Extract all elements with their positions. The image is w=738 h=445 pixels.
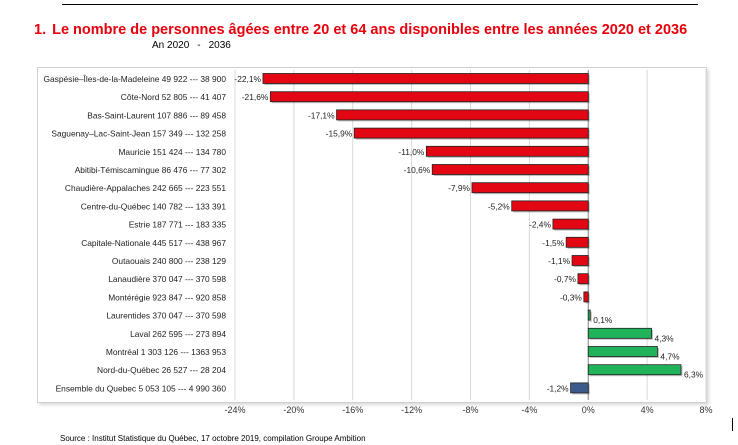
value-label: 6,3% <box>684 370 704 380</box>
text-cursor <box>732 418 733 431</box>
x-tick-label: 0% <box>582 405 595 415</box>
value-label: -11,0% <box>398 147 424 157</box>
category-label: Nord-du-Québec 26 527 --- 28 204 <box>97 365 226 375</box>
bar <box>336 109 589 121</box>
category-label: Lanaudière 370 047 --- 370 598 <box>108 274 226 284</box>
category-label: Saguenay–Lac-Saint-Jean 157 349 --- 132 … <box>51 129 226 139</box>
category-label: Estrie 187 771 --- 183 335 <box>129 220 227 230</box>
category-label: Abitibi-Témiscamingue 86 476 --- 77 302 <box>75 165 227 175</box>
bar-shadow <box>589 311 592 322</box>
category-label: Chaudière-Appalaches 242 665 --- 223 551 <box>65 183 226 193</box>
value-label: -1,2% <box>547 383 569 393</box>
value-label: -1,1% <box>548 256 570 266</box>
value-label: -10,6% <box>404 165 431 175</box>
category-label: Montérégie 923 847 --- 920 858 <box>108 292 226 302</box>
category-label: Gaspésie–Îles-de-la-Madeleine 49 922 ---… <box>44 74 227 84</box>
value-label: -15,9% <box>326 129 353 139</box>
value-label: -5,2% <box>488 201 510 211</box>
category-label: Laval 262 595 --- 273 894 <box>130 329 226 339</box>
subtitle-end-year: 2036 <box>208 40 231 51</box>
value-label: -21,6% <box>242 92 269 102</box>
category-label: Ensemble du Quebec 5 053 105 --- 4 990 3… <box>56 383 227 393</box>
category-label: Laurentides 370 047 --- 370 598 <box>106 311 226 321</box>
bar <box>471 182 589 194</box>
value-label: -2,4% <box>529 220 551 230</box>
x-tick-label: 4% <box>641 405 654 415</box>
x-tick-label: 8% <box>699 405 712 415</box>
x-tick-label: -4% <box>521 405 537 415</box>
bar <box>583 291 589 303</box>
bar <box>262 73 589 84</box>
category-label: Montréal 1 303 126 --- 1363 953 <box>106 347 226 357</box>
bar <box>425 145 589 157</box>
value-label: -22,1% <box>234 74 261 84</box>
bar <box>511 200 589 212</box>
value-label: -1,5% <box>542 238 564 248</box>
category-label: Mauricie 151 424 --- 134 780 <box>118 147 226 157</box>
bar <box>571 255 589 266</box>
bar <box>587 327 652 339</box>
value-label: 4,3% <box>655 333 675 343</box>
x-tick-label: -20% <box>283 405 304 415</box>
category-label: Capitale-Nationale 445 517 --- 438 967 <box>81 238 226 248</box>
value-label: -17,1% <box>308 110 335 120</box>
x-tick-label: -16% <box>342 405 363 415</box>
bar <box>587 346 658 357</box>
value-label: -0,7% <box>554 274 576 284</box>
x-tick-label: -12% <box>401 405 422 415</box>
bar-total <box>570 382 589 394</box>
bar <box>552 218 589 230</box>
category-label: Bas-Saint-Laurent 107 886 --- 89 458 <box>87 110 226 120</box>
value-label: -0,3% <box>560 292 582 302</box>
subtitle-separator: - <box>197 40 201 51</box>
category-label: Centre-du-Québec 140 782 --- 133 391 <box>81 201 227 211</box>
subtitle-start-year: An 2020 <box>152 40 190 51</box>
top-rule <box>62 4 698 5</box>
bar <box>269 91 589 103</box>
value-label: 0,1% <box>593 315 613 325</box>
bar <box>431 164 589 175</box>
bar <box>587 364 682 376</box>
bar <box>587 309 591 321</box>
x-tick-label: -8% <box>462 405 478 415</box>
bar <box>565 236 589 248</box>
x-tick-label: -24% <box>224 405 245 415</box>
category-label: Côte-Nord 52 805 --- 41 407 <box>121 92 227 102</box>
value-label: -7,9% <box>448 183 470 193</box>
title-text: Le nombre de personnes âgées entre 20 et… <box>52 22 688 38</box>
chart-title: 1. Le nombre de personnes âgées entre 20 … <box>34 21 724 40</box>
category-label: Outaouais 240 800 --- 238 129 <box>112 256 226 266</box>
title-number: 1. <box>34 22 47 38</box>
bar <box>577 273 589 285</box>
value-label: 4,7% <box>660 352 680 362</box>
bar <box>353 127 589 139</box>
chart-subtitle: An 2020-2036 <box>152 40 231 51</box>
source-note: Source : Institut Statistique du Québec,… <box>60 434 366 443</box>
